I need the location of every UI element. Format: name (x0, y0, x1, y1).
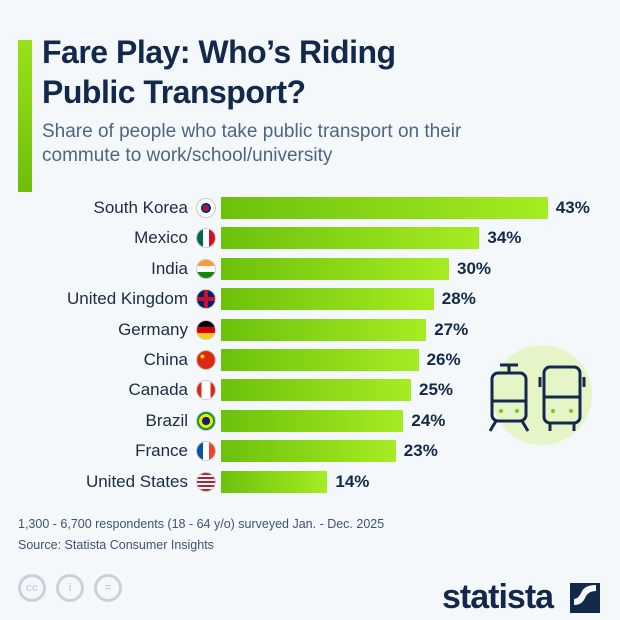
value-label: 14% (335, 471, 370, 491)
bar-row: United States 14% (0, 470, 620, 494)
bar (221, 379, 411, 402)
cc-icon[interactable]: cc (18, 574, 46, 602)
transport-illustration (488, 345, 592, 445)
statista-logo[interactable]: statista (442, 578, 554, 617)
category-label: Brazil (145, 410, 188, 430)
category-label: India (151, 258, 188, 278)
bar-row: India 30% (0, 257, 620, 281)
bar (221, 288, 434, 311)
value-label: 34% (487, 228, 522, 248)
source-note: Source: Statista Consumer Insights (18, 538, 214, 552)
flag-icon (196, 410, 216, 431)
bar (221, 318, 427, 341)
bar (221, 197, 548, 219)
flag-icon (196, 441, 216, 462)
flag-icon (196, 319, 216, 340)
value-label: 43% (555, 198, 590, 217)
flag-icon (196, 380, 216, 401)
category-label: United States (85, 471, 188, 491)
value-label: 28% (441, 289, 476, 309)
tram-icon (488, 363, 530, 432)
value-label: 25% (419, 380, 454, 400)
by-icon[interactable]: i (56, 574, 84, 602)
flag-icon (196, 289, 216, 310)
bar-row: China 26% (0, 348, 620, 372)
category-label: South Korea (93, 198, 188, 217)
title-line-1: Fare Play: Who’s Riding (42, 34, 396, 70)
flag-icon (196, 198, 216, 218)
category-label: France (135, 441, 188, 461)
bar-row: Brazil 24% (0, 409, 620, 433)
logo-text: statista (442, 578, 554, 616)
bar-row: France 23% (0, 439, 620, 463)
subtitle-line-2: commute to work/school/university (42, 145, 333, 166)
category-label: Germany (118, 319, 188, 339)
nd-icon[interactable]: = (94, 574, 122, 602)
category-label: Canada (128, 380, 188, 400)
statista-logo-icon (570, 583, 600, 613)
value-label: 26% (426, 350, 461, 369)
bar (221, 440, 396, 463)
footnote: 1,300 - 6,700 respondents (18 - 64 y/o) … (18, 517, 385, 531)
accent-bar (18, 40, 32, 192)
bar-row: United Kingdom 28% (0, 287, 620, 311)
bar-row: Canada 25% (0, 378, 620, 402)
title-line-2: Public Transport? (42, 74, 306, 110)
bus-icon (538, 365, 586, 431)
category-label: Mexico (134, 228, 188, 248)
value-label: 24% (411, 410, 446, 430)
flag-icon (196, 258, 216, 279)
flag-icon (196, 350, 216, 370)
flag-icon (196, 471, 216, 492)
bar-row: South Korea 43% (0, 196, 620, 220)
subtitle-line-1: Share of people who take public transpor… (42, 121, 462, 142)
value-label: 27% (434, 319, 469, 339)
bar-row: Mexico 34% (0, 226, 620, 250)
chart-subtitle: Share of people who take public transpor… (42, 120, 461, 168)
category-label: United Kingdom (67, 289, 188, 309)
value-label: 23% (403, 441, 438, 461)
chart-title: Fare Play: Who’s Riding Public Transport… (42, 32, 396, 112)
bar (221, 470, 328, 493)
category-label: China (143, 350, 188, 369)
bar (221, 409, 404, 432)
flag-icon (196, 228, 216, 249)
illustration-circle (492, 345, 592, 445)
bar (221, 349, 419, 371)
bar-row: Germany 27% (0, 318, 620, 342)
value-label: 30% (457, 258, 492, 278)
bar (221, 257, 449, 280)
bar (221, 227, 480, 250)
